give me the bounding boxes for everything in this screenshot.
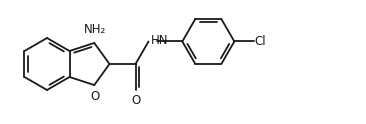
Text: Cl: Cl (255, 35, 266, 48)
Text: O: O (91, 90, 100, 103)
Text: NH₂: NH₂ (84, 23, 107, 36)
Text: O: O (131, 94, 140, 107)
Text: HN: HN (150, 34, 168, 47)
